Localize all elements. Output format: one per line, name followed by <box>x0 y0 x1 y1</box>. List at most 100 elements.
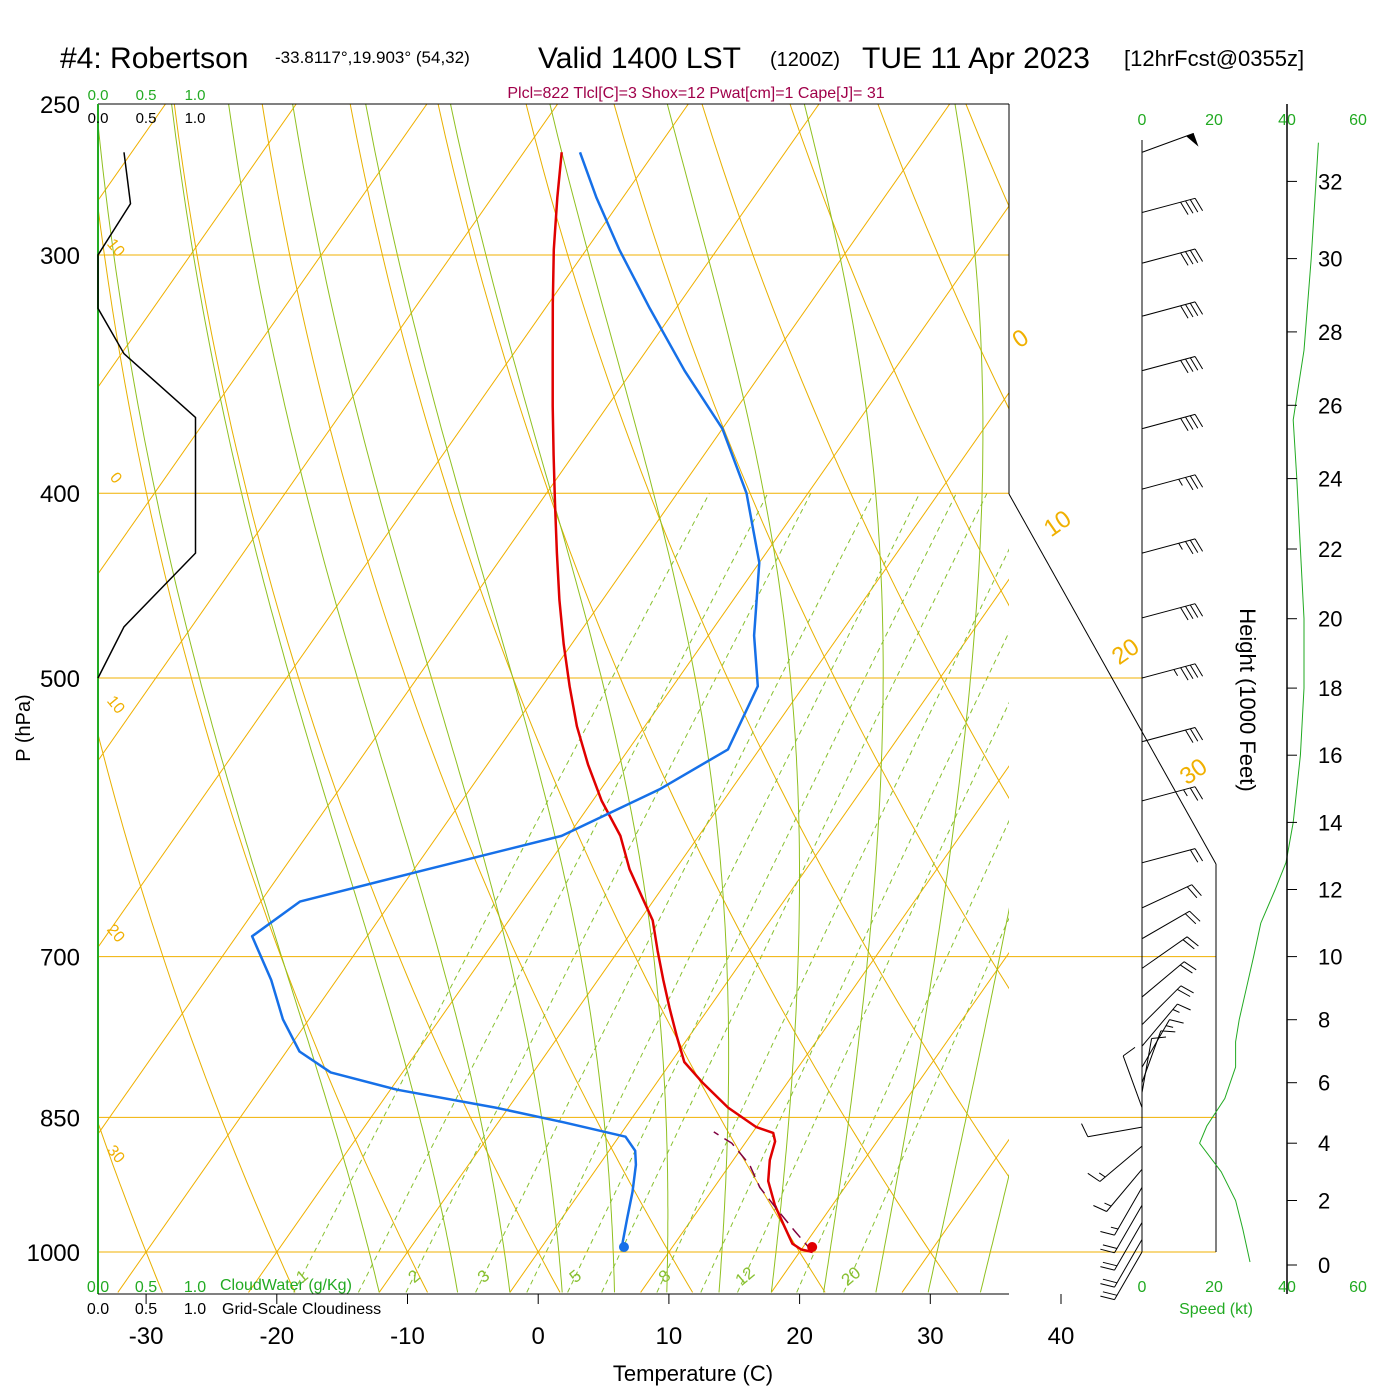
height-tick-label: 22 <box>1318 537 1342 562</box>
pressure-axis: 250 300 400 500 700 850 1000 <box>27 92 80 1267</box>
surface-dewpoint-dot <box>618 1242 629 1252</box>
zulu-time: (1200Z) <box>770 49 840 71</box>
x-axis-title: Temperature (C) <box>613 1361 773 1386</box>
dry-adiabat-line <box>789 104 1009 607</box>
isotherm-line <box>98 104 428 575</box>
wind-barb <box>1141 1003 1191 1047</box>
isotherm-line <box>640 765 1009 1293</box>
mixing-ratio-label: 8 <box>655 1266 674 1287</box>
speed-axis-label: Speed (kt) <box>1179 1301 1253 1318</box>
mixing-ratio-line <box>843 917 1009 1293</box>
cloudiness-line <box>97 152 197 679</box>
dry-adiabat-line <box>437 104 959 1293</box>
sounding-profiles <box>250 151 818 1254</box>
wind-barb <box>1141 936 1199 969</box>
height-tick-label: 14 <box>1318 810 1342 835</box>
wind-barb <box>1141 356 1204 374</box>
mixing-ratio-line <box>700 631 1009 1293</box>
pressure-tick-label: 850 <box>40 1105 80 1132</box>
left-adiabat-label: 20 <box>103 921 128 946</box>
cloud-scale-bottom: 0.0 0.5 1.0 CloudWater (g/Kg) 0.0 0.5 1.… <box>87 1277 381 1318</box>
cloudwater-tick-top-2: 1.0 <box>185 87 206 104</box>
wind-barb <box>1100 1239 1143 1288</box>
cloudiness-profile <box>97 152 197 679</box>
mixing-ratio-line <box>475 492 875 1293</box>
dry-adiabat-line <box>98 732 296 1293</box>
height-tick-label: 10 <box>1318 945 1342 970</box>
mixing-ratio-label: 20 <box>838 1263 865 1290</box>
dry-adiabat-line <box>98 1121 163 1293</box>
temperature-profile <box>551 152 813 1254</box>
isotherm-line <box>117 104 951 1293</box>
wind-barb <box>1100 1204 1143 1254</box>
plot-frame <box>97 103 1217 1295</box>
isotherm-line <box>98 104 297 389</box>
mixing-ratio-label: 3 <box>474 1266 493 1287</box>
background-lines <box>98 70 1400 1293</box>
speed-tick-top-0: 0 <box>1138 112 1147 129</box>
cloudiness-tick-top-1: 0.5 <box>136 110 157 127</box>
wind-panel <box>1081 132 1319 1301</box>
pressure-tick-label: 500 <box>40 666 80 693</box>
wind-barb <box>1100 1222 1143 1271</box>
isotherm-line <box>378 391 1009 1293</box>
cloudwater-tick-top-0: 0.0 <box>88 87 109 104</box>
height-tick-label: 6 <box>1318 1071 1330 1096</box>
height-tick-label: 4 <box>1318 1131 1330 1156</box>
cloudiness-label: Grid-Scale Cloudiness <box>222 1301 381 1318</box>
temperature-tick-label: 40 <box>1048 1323 1075 1350</box>
mixing-ratio-line <box>526 492 921 1293</box>
cloudwater-tick-top-1: 0.5 <box>136 87 157 104</box>
dry-adiabat-line <box>525 104 1009 1178</box>
dry-adiabat-line <box>701 104 1009 800</box>
wind-barb <box>1100 1187 1143 1236</box>
y2-axis-title: Height (1000 Feet) <box>1235 608 1260 791</box>
height-tick-label: 32 <box>1318 169 1342 194</box>
height-tick-label: 20 <box>1318 607 1342 632</box>
moist-adiabat-line <box>365 104 615 1293</box>
mixing-ratio-label: 12 <box>732 1263 759 1290</box>
wind-barb <box>1141 413 1204 432</box>
isotherm-line <box>98 104 689 949</box>
speed-tick-bottom-1: 20 <box>1205 1279 1223 1296</box>
cloudiness-tick-bottom-1: 0.5 <box>135 1301 157 1318</box>
mixing-ratio-labels: 1 2 3 5 8 12 20 <box>292 1263 864 1290</box>
temperature-tick-label: -10 <box>390 1323 425 1350</box>
cloudiness-tick-top-0: 0.0 <box>88 110 109 127</box>
moist-adiabat-line <box>875 104 984 1293</box>
cloudwater-label: CloudWater (g/Kg) <box>220 1277 352 1294</box>
forecast-cycle: [12hrFcst@0355z] <box>1124 46 1304 71</box>
speed-scale: 0 20 40 60 0 20 40 60 Speed (kt) <box>1138 112 1367 1318</box>
y-axis-title: P (hPa) <box>13 694 35 761</box>
moist-adiabat-line <box>927 907 1009 1293</box>
moist-adiabat-line <box>979 1173 1009 1293</box>
mixing-ratio-line <box>405 492 812 1293</box>
dry-adiabat-line <box>98 203 428 1293</box>
wind-barb <box>1141 985 1194 1026</box>
station-title: #4: Robertson <box>60 42 248 75</box>
mixing-ratio-line <box>796 819 1009 1293</box>
height-tick-label: 18 <box>1318 676 1342 701</box>
dry-adiabat-line <box>1039 70 1400 1292</box>
parcel-path <box>713 1131 814 1253</box>
speed-tick-bottom-2: 40 <box>1278 1279 1296 1296</box>
left-adiabat-label: 30 <box>103 1142 128 1167</box>
mixing-ratio-line <box>357 492 769 1293</box>
speed-tick-bottom-0: 0 <box>1138 1279 1147 1296</box>
height-tick-label: 24 <box>1318 467 1342 492</box>
mixing-ratio-line <box>656 548 1009 1293</box>
dry-adiabat-line <box>1300 70 1400 1292</box>
wind-barb <box>1141 132 1199 153</box>
height-tick-label: 26 <box>1318 393 1342 418</box>
isotherm-line <box>770 951 1009 1293</box>
moist-adiabat-line <box>549 104 730 1293</box>
mixing-ratio-label: 2 <box>404 1266 423 1287</box>
temperature-axis: -30 -20 -10 0 10 20 30 40 <box>129 1294 1075 1350</box>
wind-barb <box>1093 1168 1143 1212</box>
left-adiabat-label: 10 <box>103 236 128 261</box>
pressure-tick-label: 700 <box>40 945 80 972</box>
wind-barb <box>1141 603 1204 621</box>
wind-barb <box>1141 248 1204 266</box>
